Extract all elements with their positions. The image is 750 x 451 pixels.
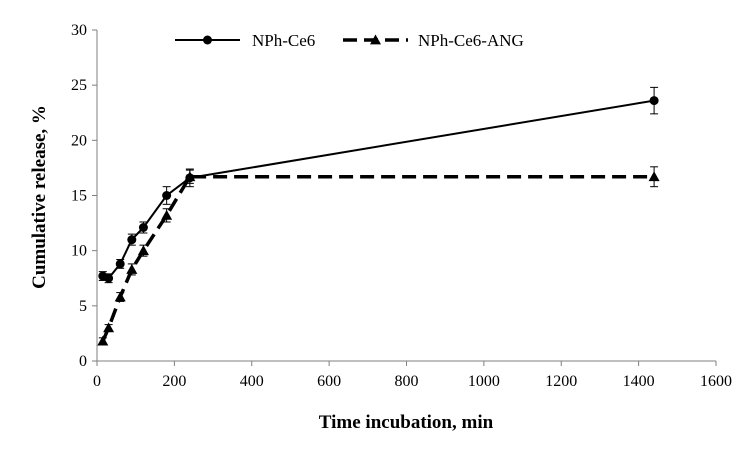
data-point [114, 291, 126, 302]
x-tick-label: 200 [162, 373, 186, 390]
y-tick-label: 5 [79, 298, 87, 315]
data-point [104, 273, 114, 283]
data-point [127, 235, 137, 245]
y-tick-label: 30 [71, 22, 87, 39]
y-tick-label: 10 [71, 243, 87, 260]
x-axis-title: Time incubation, min [319, 412, 494, 433]
x-tick-label: 800 [395, 373, 419, 390]
axes: 0 5 10 15 20 25 30 0 200 400 600 800 1000 1200 1400 160… [71, 22, 732, 390]
y-tick-label: 25 [71, 77, 87, 94]
x-tick-label: 1400 [623, 373, 655, 390]
y-tick-label: 15 [71, 188, 87, 205]
series-1 [98, 86, 659, 284]
x-tick-label: 400 [240, 373, 264, 390]
legend-entry-1: NPh-Ce6 [175, 31, 315, 50]
data-point [115, 259, 125, 269]
y-tick-label: 20 [71, 132, 87, 149]
series-line [102, 99, 655, 280]
series-2 [97, 166, 660, 346]
data-point [162, 191, 172, 200]
y-tick-label: 0 [79, 353, 87, 370]
data-point [649, 96, 659, 106]
data-point [126, 263, 138, 274]
data-point [648, 171, 660, 182]
legend-label: NPh-Ce6 [252, 31, 315, 50]
data-point [103, 322, 115, 333]
legend-label: NPh-Ce6-ANG [418, 31, 524, 50]
data-point [184, 171, 196, 182]
series-layer [97, 86, 660, 346]
y-axis-title: Cumulative release, % [29, 105, 50, 289]
data-point [97, 335, 109, 346]
legend-marker [370, 34, 381, 45]
legend-marker [203, 35, 212, 45]
data-point [137, 245, 149, 256]
x-tick-label: 1200 [545, 373, 577, 390]
data-point [161, 209, 173, 220]
x-tick-label: 600 [317, 373, 341, 390]
data-point [138, 222, 148, 232]
x-tick-label: 0 [93, 373, 101, 390]
x-tick-label: 1600 [700, 373, 732, 390]
legend-entry-2: NPh-Ce6-ANG [343, 31, 524, 50]
series-line [101, 174, 655, 342]
x-tick-label: 1000 [468, 373, 500, 390]
legend: NPh-Ce6 NPh-Ce6-ANG [175, 31, 524, 50]
